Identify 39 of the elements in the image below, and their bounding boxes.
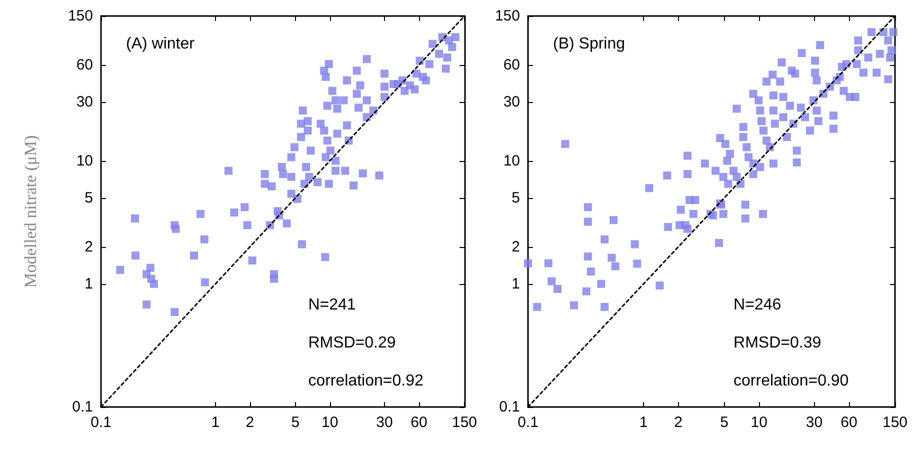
- x-tick-label: 10: [750, 414, 768, 431]
- x-tick-label: 30: [376, 414, 393, 431]
- y-tick-label: 150: [494, 8, 520, 24]
- x-tick-label: 60: [840, 414, 858, 431]
- annotation: correlation=0.92: [308, 372, 424, 390]
- x-tick-label: 60: [410, 414, 428, 431]
- y-tick-label: 150: [68, 8, 93, 24]
- x-tick-label: 1: [639, 414, 648, 431]
- annotation: RMSD=0.29: [308, 334, 396, 352]
- y-tick-label: 0.1: [499, 398, 520, 416]
- x-tick-label: 2: [674, 414, 683, 431]
- y-tick-label: 30: [76, 94, 93, 111]
- y-tick-label: 1: [512, 275, 520, 292]
- x-tick-label: 5: [291, 414, 300, 431]
- annotation: (B) Spring: [553, 36, 626, 52]
- x-tick-label: 150: [882, 414, 908, 431]
- annotation: (A) winter: [126, 36, 196, 52]
- y-tick-label: 10: [76, 152, 93, 170]
- annotation: N=246: [734, 296, 782, 314]
- x-tick-label: 5: [720, 414, 728, 431]
- x-tick-label: 30: [806, 414, 823, 431]
- y-tick-label: 5: [512, 189, 520, 206]
- y-tick-label: 2: [84, 238, 93, 256]
- x-tick-label: 150: [452, 414, 477, 431]
- y-tick-label: 2: [512, 238, 520, 256]
- x-tick-label: 10: [322, 414, 338, 431]
- annotation: RMSD=0.39: [734, 334, 822, 352]
- annotation: N=241: [308, 296, 356, 314]
- x-tick-label: 2: [246, 414, 254, 431]
- y-tick-label: 5: [84, 189, 93, 206]
- annotation: correlation=0.90: [734, 372, 849, 390]
- x-tick-label: 1: [211, 414, 220, 431]
- y-tick-label: 60: [503, 56, 520, 74]
- y-tick-label: 60: [76, 56, 93, 74]
- y-tick-label: 0.1: [72, 398, 93, 416]
- y-tick-label: 1: [84, 275, 93, 292]
- y-tick-label: 30: [503, 94, 520, 111]
- y-axis-title: Modelled nitrate (μM): [21, 135, 40, 288]
- y-tick-label: 10: [503, 152, 520, 170]
